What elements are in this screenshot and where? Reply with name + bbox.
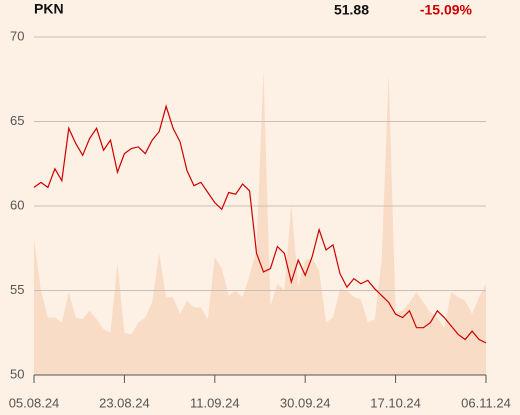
volume-area (34, 70, 486, 376)
price-change: -15.09% (420, 2, 473, 18)
y-tick-label: 70 (10, 28, 24, 43)
x-tick-label: 30.09.24 (280, 395, 331, 410)
ticker: PKN (34, 1, 64, 17)
y-tick-label: 60 (10, 197, 24, 212)
price-line (33, 104, 487, 344)
x-tick-label: 06.11.24 (461, 395, 511, 410)
last-price: 51.88 (334, 2, 369, 18)
y-tick-label: 50 (10, 366, 24, 381)
x-tick-label: 11.09.24 (190, 395, 240, 410)
y-tick-label: 55 (10, 282, 24, 297)
x-tick-label: 17.10.24 (370, 395, 421, 410)
y-tick-label: 65 (10, 113, 24, 128)
x-tick-label: 05.08.24 (9, 395, 60, 410)
x-tick-label: 23.08.24 (99, 395, 150, 410)
